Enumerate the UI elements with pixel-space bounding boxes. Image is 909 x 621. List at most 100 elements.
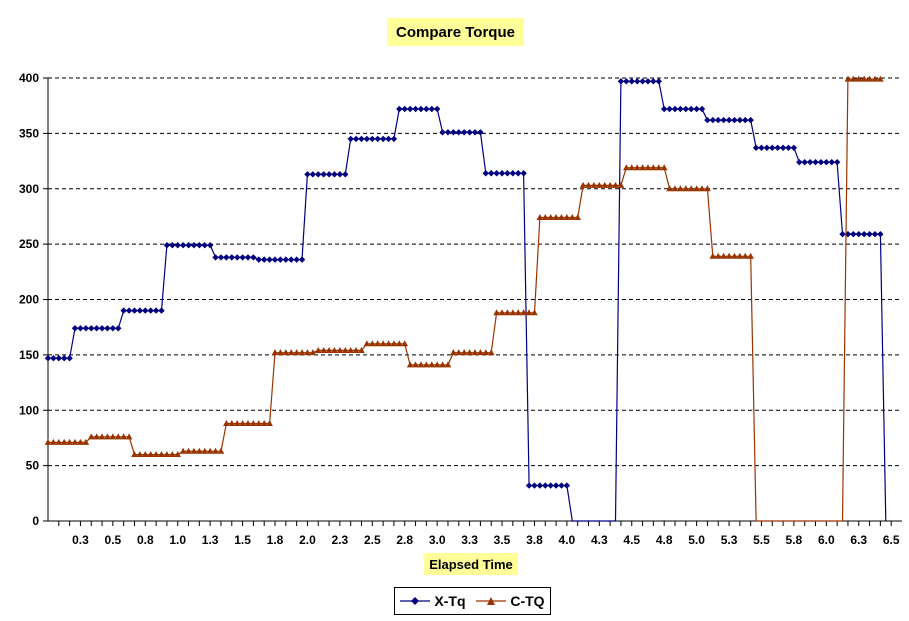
data-point-x-tq — [498, 170, 506, 177]
data-point-c-tq — [552, 214, 560, 221]
data-point-x-tq — [433, 105, 441, 113]
data-point-x-tq — [244, 254, 252, 261]
data-point-c-tq — [44, 438, 52, 445]
y-tick-label-150: 150 — [19, 348, 39, 362]
data-point-c-tq — [158, 451, 165, 458]
data-point-c-tq — [877, 75, 884, 82]
data-point-x-tq — [93, 325, 100, 332]
data-point-x-tq — [401, 105, 408, 113]
data-point-x-tq — [877, 230, 884, 238]
data-point-x-tq — [412, 105, 419, 113]
data-point-x-tq — [206, 242, 214, 249]
data-point-x-tq — [185, 242, 192, 249]
data-point-x-tq — [633, 78, 641, 85]
data-point-c-tq — [250, 420, 257, 427]
series-c-tq — [44, 75, 884, 522]
data-point-c-tq — [352, 346, 360, 353]
data-point-x-tq — [796, 158, 803, 166]
data-point-c-tq — [423, 361, 430, 368]
data-point-x-tq — [152, 307, 160, 314]
data-point-c-tq — [244, 420, 252, 427]
data-point-c-tq — [850, 75, 857, 82]
data-point-x-tq — [833, 158, 841, 166]
data-point-c-tq — [693, 185, 700, 192]
y-tick-label-300: 300 — [19, 182, 39, 196]
data-point-c-tq — [260, 420, 268, 427]
legend-label-xtq: X-Tq — [434, 593, 466, 609]
data-point-x-tq — [477, 129, 484, 136]
data-point-c-tq — [223, 420, 230, 427]
data-point-x-tq — [671, 105, 679, 113]
x-tick-label-6.0: 6.0 — [818, 533, 835, 547]
data-point-x-tq — [158, 307, 165, 314]
chart-title-text: Compare Torque — [396, 23, 515, 41]
data-point-x-tq — [82, 325, 90, 332]
data-point-x-tq — [639, 78, 646, 85]
data-point-c-tq — [731, 252, 738, 259]
data-point-c-tq — [228, 420, 236, 427]
data-point-c-tq — [460, 349, 468, 356]
data-point-c-tq — [741, 252, 749, 259]
data-point-c-tq — [347, 346, 354, 353]
data-point-c-tq — [644, 164, 652, 171]
data-point-c-tq — [147, 451, 154, 458]
data-point-c-tq — [509, 309, 517, 316]
y-tick-label-400: 400 — [19, 71, 39, 85]
data-point-c-tq — [714, 252, 722, 259]
series-group — [44, 75, 887, 522]
data-point-x-tq — [309, 171, 317, 178]
x-tick-label-3.3: 3.3 — [461, 533, 478, 547]
data-point-c-tq — [525, 309, 533, 316]
data-point-c-tq — [314, 346, 322, 353]
data-point-c-tq — [141, 451, 149, 458]
data-point-c-tq — [596, 181, 603, 188]
data-point-x-tq — [444, 129, 452, 136]
data-point-x-tq — [682, 105, 689, 113]
data-point-c-tq — [374, 340, 382, 347]
data-point-x-tq — [531, 482, 538, 489]
x-tick-label-5.8: 5.8 — [786, 533, 803, 547]
data-point-c-tq — [493, 309, 500, 316]
data-point-x-tq — [823, 158, 830, 166]
data-point-c-tq — [71, 438, 79, 445]
data-point-x-tq — [190, 242, 198, 249]
data-point-c-tq — [179, 447, 187, 454]
data-point-x-tq — [136, 307, 144, 314]
data-point-c-tq — [585, 181, 592, 188]
data-point-c-tq — [504, 309, 511, 316]
data-point-x-tq — [525, 482, 533, 489]
data-point-c-tq — [720, 252, 727, 259]
legend: X-Tq C-TQ — [394, 587, 551, 615]
data-point-x-tq — [396, 105, 403, 113]
data-point-x-tq — [855, 230, 862, 238]
x-tick-label-1.0: 1.0 — [169, 533, 186, 547]
data-point-x-tq — [163, 242, 171, 249]
x-tick-label-3.0: 3.0 — [429, 533, 446, 547]
data-point-c-tq — [439, 361, 446, 368]
data-point-x-tq — [369, 135, 376, 143]
legend-label-ctq: C-TQ — [510, 593, 545, 609]
data-point-c-tq — [304, 349, 311, 356]
data-point-c-tq — [369, 340, 376, 347]
data-point-c-tq — [466, 349, 473, 356]
data-point-x-tq — [239, 254, 246, 261]
data-point-c-tq — [190, 447, 198, 454]
data-point-c-tq — [623, 164, 630, 171]
y-tick-label-50: 50 — [26, 459, 40, 473]
data-point-c-tq — [136, 451, 144, 458]
data-point-c-tq — [687, 185, 695, 192]
data-point-x-tq — [115, 325, 122, 332]
x-tick-label-3.5: 3.5 — [494, 533, 511, 547]
data-point-x-tq — [385, 135, 392, 143]
data-point-c-tq — [617, 181, 625, 188]
data-point-x-tq — [336, 171, 344, 178]
data-point-x-tq — [71, 325, 79, 332]
data-point-x-tq — [293, 256, 300, 263]
data-point-c-tq — [650, 164, 657, 171]
data-point-c-tq — [93, 433, 100, 440]
data-point-c-tq — [341, 346, 349, 353]
data-point-c-tq — [455, 349, 463, 356]
data-point-c-tq — [866, 75, 873, 82]
data-point-x-tq — [850, 230, 857, 238]
data-point-x-tq — [785, 144, 792, 151]
